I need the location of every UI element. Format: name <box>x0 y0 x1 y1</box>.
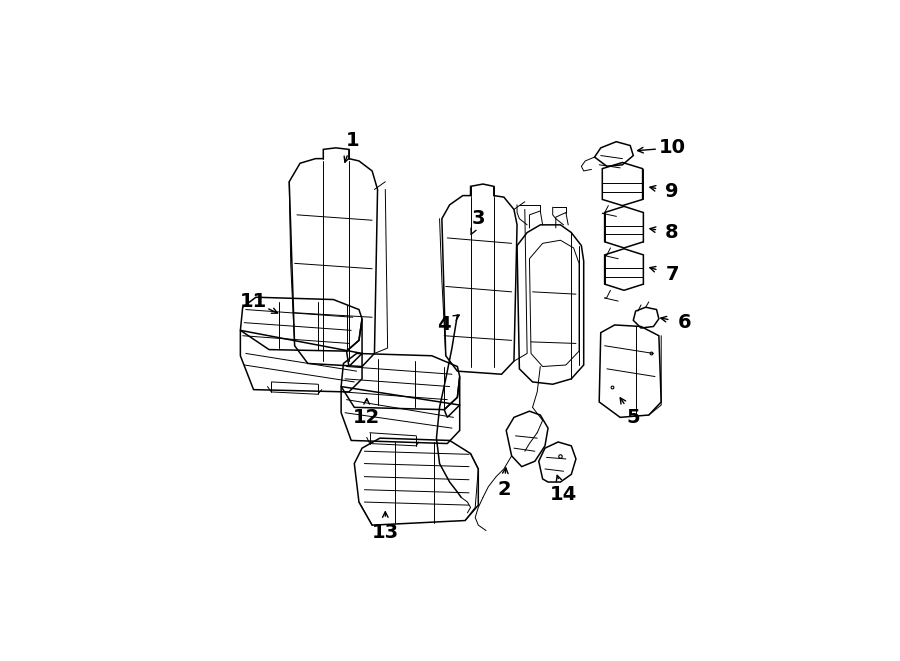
Text: 13: 13 <box>372 524 399 542</box>
Text: 3: 3 <box>472 209 485 228</box>
Text: 4: 4 <box>437 315 451 334</box>
Text: 11: 11 <box>240 292 267 311</box>
Text: 7: 7 <box>665 264 679 284</box>
Text: 5: 5 <box>626 408 640 427</box>
Text: 9: 9 <box>665 182 679 201</box>
Text: 12: 12 <box>353 408 381 427</box>
Text: 1: 1 <box>346 131 360 149</box>
Text: 6: 6 <box>678 313 691 332</box>
Text: 14: 14 <box>550 485 577 504</box>
Text: 2: 2 <box>497 481 510 499</box>
Text: 10: 10 <box>659 138 686 157</box>
Text: 8: 8 <box>665 223 679 242</box>
